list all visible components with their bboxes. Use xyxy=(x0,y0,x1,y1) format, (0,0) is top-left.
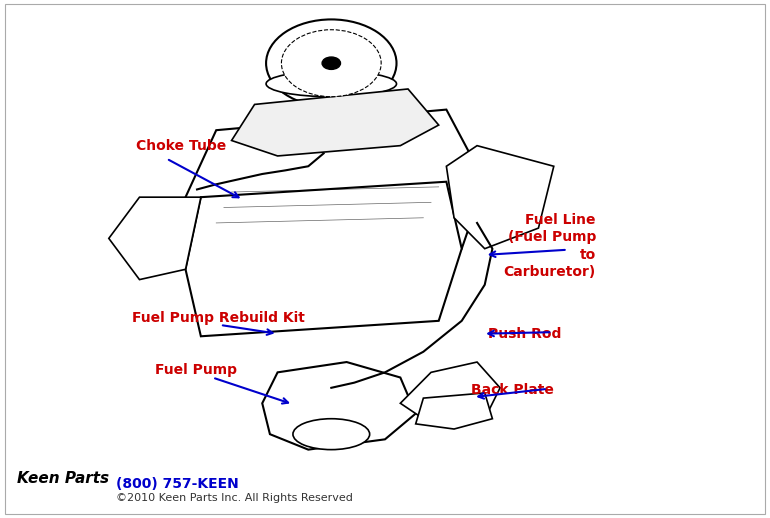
Text: Back Plate: Back Plate xyxy=(471,383,554,397)
Polygon shape xyxy=(186,110,485,269)
Text: (800) 757-KEEN: (800) 757-KEEN xyxy=(116,477,239,491)
Polygon shape xyxy=(400,362,500,424)
Text: Fuel Pump Rebuild Kit: Fuel Pump Rebuild Kit xyxy=(132,311,305,325)
Polygon shape xyxy=(263,362,416,450)
Polygon shape xyxy=(232,89,439,156)
Ellipse shape xyxy=(293,419,370,450)
Text: Choke Tube: Choke Tube xyxy=(136,139,226,153)
Ellipse shape xyxy=(266,71,397,97)
Text: Keen Parts: Keen Parts xyxy=(17,471,109,486)
Text: Fuel Pump: Fuel Pump xyxy=(155,363,237,377)
Polygon shape xyxy=(109,197,201,280)
Circle shape xyxy=(266,19,397,107)
Text: Fuel Line
(Fuel Pump
to
Carburetor): Fuel Line (Fuel Pump to Carburetor) xyxy=(504,213,596,279)
Circle shape xyxy=(281,30,381,97)
Circle shape xyxy=(322,57,340,69)
Polygon shape xyxy=(416,393,492,429)
Text: ©2010 Keen Parts Inc. All Rights Reserved: ©2010 Keen Parts Inc. All Rights Reserve… xyxy=(116,493,353,503)
Text: Push Rod: Push Rod xyxy=(488,327,561,341)
Polygon shape xyxy=(186,182,462,336)
Polygon shape xyxy=(447,146,554,249)
